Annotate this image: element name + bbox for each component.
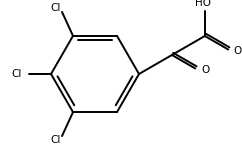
Text: Cl: Cl xyxy=(12,69,22,79)
Text: HO: HO xyxy=(195,0,211,8)
Text: O: O xyxy=(234,46,242,56)
Text: O: O xyxy=(201,65,209,75)
Text: Cl: Cl xyxy=(51,135,61,145)
Text: Cl: Cl xyxy=(51,3,61,13)
